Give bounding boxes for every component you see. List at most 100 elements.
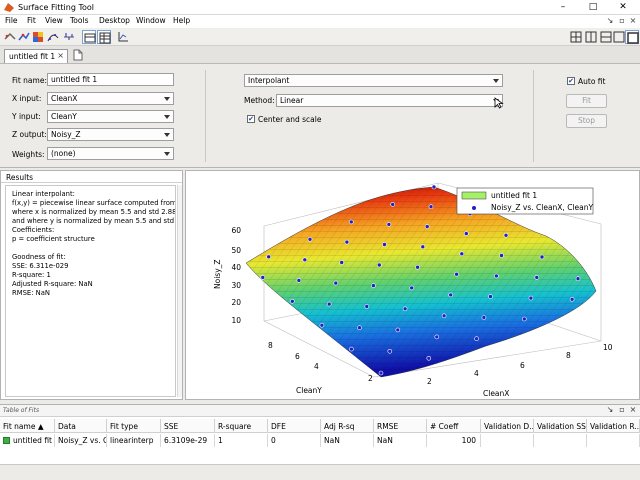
plot-fit-icon[interactable] bbox=[46, 30, 60, 44]
undock-icon[interactable]: ↘ bbox=[606, 405, 614, 414]
data-point bbox=[424, 224, 430, 229]
layout-columns-icon[interactable] bbox=[584, 30, 598, 44]
fit-button[interactable]: Fit bbox=[566, 94, 607, 108]
residuals-icon[interactable] bbox=[62, 30, 76, 44]
results-line: RMSE: NaN bbox=[12, 289, 50, 297]
data-point bbox=[494, 273, 499, 279]
undock-icon[interactable]: ↘ bbox=[606, 16, 614, 25]
center-scale-checkbox[interactable]: ✔ bbox=[247, 115, 255, 123]
cell-rmse: NaN bbox=[374, 434, 427, 447]
legend[interactable]: untitled fit 1 Noisy_Z vs. CleanX, Clean… bbox=[456, 187, 593, 215]
x-tick-label: 2 bbox=[427, 377, 432, 386]
new-tab-icon[interactable] bbox=[73, 49, 83, 61]
menu-fit[interactable]: Fit bbox=[27, 16, 36, 25]
data-point bbox=[434, 334, 440, 340]
grid-view-icon[interactable] bbox=[97, 30, 111, 44]
col-header-coeff[interactable]: # Coeff bbox=[427, 419, 481, 433]
data-point bbox=[454, 271, 459, 277]
tab-close-icon[interactable]: × bbox=[57, 51, 64, 60]
cell-r-square: 1 bbox=[215, 434, 268, 447]
data-point bbox=[488, 294, 493, 299]
fit-type-select[interactable]: Interpolant bbox=[244, 74, 503, 87]
col-header-fit-name[interactable]: Fit name ▲ bbox=[0, 419, 55, 433]
y-input-select[interactable]: CleanY bbox=[47, 110, 174, 123]
col-header-fit-type[interactable]: Fit type bbox=[107, 419, 161, 433]
surface-plot[interactable]: 60 50 40 30 20 10 Noisy_Z 8 4 6 2 CleanY… bbox=[186, 171, 640, 400]
data-point bbox=[474, 336, 479, 341]
layout-rows-icon[interactable] bbox=[599, 30, 613, 44]
fit-name-field[interactable]: untitled fit 1 bbox=[47, 73, 174, 86]
data-point bbox=[326, 301, 332, 307]
data-point bbox=[260, 275, 266, 280]
menu-desktop[interactable]: Desktop bbox=[99, 16, 130, 25]
weights-select[interactable]: (none) bbox=[47, 147, 174, 160]
col-header-data[interactable]: Data bbox=[55, 419, 107, 433]
x-input-select[interactable]: CleanX bbox=[47, 92, 174, 105]
col-header-validation-sse[interactable]: Validation SSE bbox=[534, 419, 587, 433]
maximize-button[interactable]: □ bbox=[588, 2, 598, 12]
menu-window[interactable]: Window bbox=[136, 16, 166, 25]
layout-single-icon[interactable] bbox=[612, 30, 626, 44]
y-tick-label: 4 bbox=[314, 362, 319, 371]
chevron-down-icon bbox=[164, 97, 170, 101]
close-icon[interactable]: × bbox=[629, 16, 637, 25]
data-point bbox=[534, 275, 540, 280]
table-view-icon[interactable] bbox=[82, 30, 96, 44]
tab-untitled-fit-1[interactable]: untitled fit 1 × bbox=[4, 49, 68, 63]
results-line: R-square: 1 bbox=[12, 271, 51, 279]
menu-view[interactable]: View bbox=[45, 16, 63, 25]
menu-tools[interactable]: Tools bbox=[70, 16, 89, 25]
cell-adj-r-sq: NaN bbox=[321, 434, 374, 447]
col-header-validation-r[interactable]: Validation R... bbox=[587, 419, 640, 433]
close-icon[interactable]: × bbox=[629, 405, 637, 414]
results-scrollbar[interactable] bbox=[177, 185, 182, 397]
restore-icon[interactable]: ▫ bbox=[619, 405, 625, 414]
menu-help[interactable]: Help bbox=[173, 16, 191, 25]
method-select[interactable]: Linear bbox=[276, 94, 503, 107]
fit-type-value: Interpolant bbox=[248, 76, 290, 85]
colormap-icon[interactable] bbox=[31, 30, 45, 44]
z-output-select[interactable]: Noisy_Z bbox=[47, 128, 174, 141]
menu-file[interactable]: File bbox=[5, 16, 18, 25]
data-point bbox=[448, 292, 454, 298]
new-fit-icon[interactable] bbox=[3, 30, 17, 44]
menu-bar: File Fit View Tools Desktop Window Help … bbox=[0, 15, 640, 28]
data-point bbox=[364, 304, 370, 309]
layout-quad-icon[interactable] bbox=[569, 30, 583, 44]
z-axis-label: Noisy_Z bbox=[213, 259, 222, 289]
auto-fit-checkbox[interactable]: ✔ bbox=[567, 77, 575, 85]
col-header-r-square[interactable]: R-square bbox=[215, 419, 268, 433]
divider bbox=[205, 70, 206, 162]
axes-limits-icon[interactable] bbox=[116, 30, 130, 44]
x-tick-label: 8 bbox=[566, 351, 571, 360]
data-point bbox=[569, 297, 575, 302]
data-cursor-icon[interactable] bbox=[17, 30, 31, 44]
restore-icon[interactable]: ▫ bbox=[619, 16, 625, 25]
x-tick-label: 6 bbox=[520, 361, 525, 370]
cell-validation-sse bbox=[534, 434, 587, 447]
close-window-button[interactable]: ✕ bbox=[619, 2, 627, 12]
data-point bbox=[296, 278, 302, 283]
legend-surface-swatch bbox=[461, 191, 487, 200]
minimize-button[interactable]: – bbox=[560, 2, 566, 12]
data-point bbox=[481, 315, 487, 320]
data-point bbox=[441, 313, 447, 319]
results-line: Coefficients: bbox=[12, 226, 55, 234]
col-header-validation-data[interactable]: Validation D... bbox=[481, 419, 534, 433]
col-header-adj-r-sq[interactable]: Adj R-sq bbox=[321, 419, 374, 433]
results-line: and where y is normalized by mean 5.5 an… bbox=[12, 217, 176, 225]
data-point bbox=[402, 306, 408, 312]
title-bar: Surface Fitting Tool – □ ✕ bbox=[0, 0, 640, 15]
col-header-sse[interactable]: SSE bbox=[161, 419, 215, 433]
col-header-dfe[interactable]: DFE bbox=[268, 419, 321, 433]
legend-entry: Noisy_Z vs. CleanX, CleanY bbox=[491, 203, 593, 212]
layout-max-icon[interactable] bbox=[625, 30, 639, 44]
cell-validation-data bbox=[481, 434, 534, 447]
data-point bbox=[378, 370, 384, 376]
col-header-rmse[interactable]: RMSE bbox=[374, 419, 427, 433]
data-point bbox=[307, 237, 313, 242]
z-tick-label: 50 bbox=[231, 246, 241, 255]
stop-button[interactable]: Stop bbox=[566, 114, 607, 128]
plot-area[interactable]: 60 50 40 30 20 10 Noisy_Z 8 4 6 2 CleanY… bbox=[185, 170, 640, 400]
data-point bbox=[349, 219, 354, 225]
